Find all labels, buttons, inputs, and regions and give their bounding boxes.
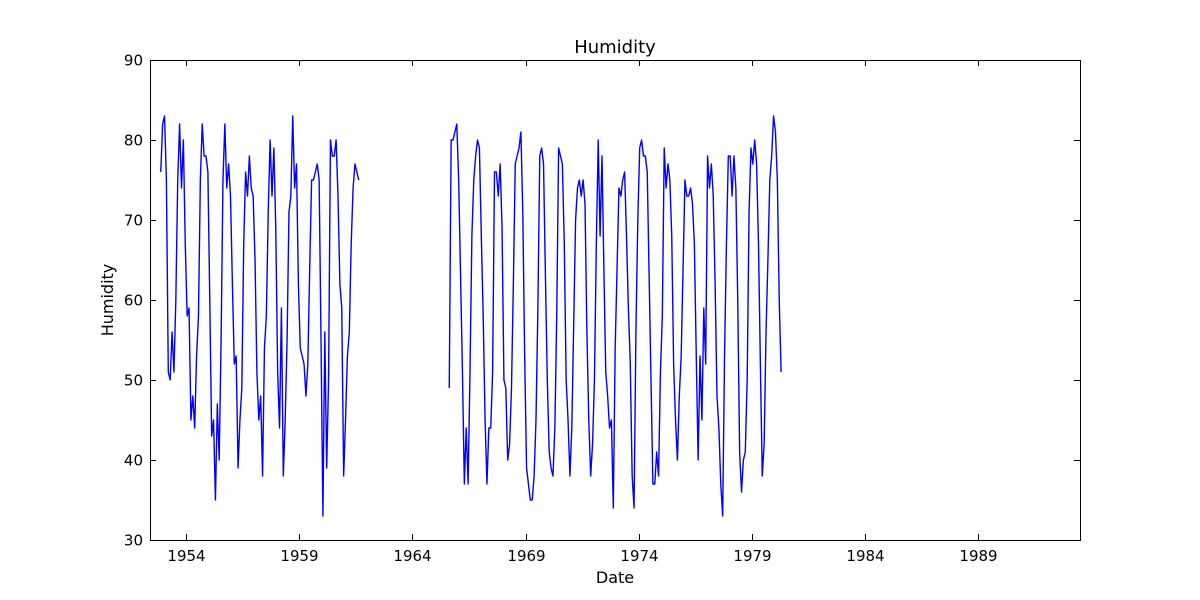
humidity-series-line — [448, 115, 782, 517]
x-tick-label: 1979 — [733, 547, 771, 565]
y-tick-label: 80 — [124, 132, 143, 150]
x-axis-label: Date — [596, 568, 634, 587]
y-tick-label: 50 — [124, 372, 143, 390]
x-tick-label: 1969 — [507, 547, 545, 565]
y-tick-label: 40 — [124, 452, 143, 470]
x-tick-label: 1989 — [959, 547, 997, 565]
y-tick-label: 60 — [124, 292, 143, 310]
tick-layer: 1954 1959 1964 1969 1974 1979 1984 1989 30 40 50 60… — [124, 52, 1080, 565]
y-axis-label: Humidity — [98, 264, 117, 337]
plot-area — [150, 60, 1081, 541]
y-tick-label: 30 — [124, 532, 143, 550]
x-tick-label: 1974 — [620, 547, 658, 565]
chart-title: Humidity — [574, 37, 656, 58]
x-tick-label: 1954 — [167, 547, 205, 565]
humidity-series-line — [160, 115, 360, 517]
x-tick-label: 1959 — [280, 547, 318, 565]
y-tick-label: 90 — [124, 52, 143, 70]
series-layer — [160, 115, 782, 517]
x-tick-label: 1984 — [846, 547, 884, 565]
y-tick-label: 70 — [124, 212, 143, 230]
x-tick-label: 1964 — [393, 547, 431, 565]
